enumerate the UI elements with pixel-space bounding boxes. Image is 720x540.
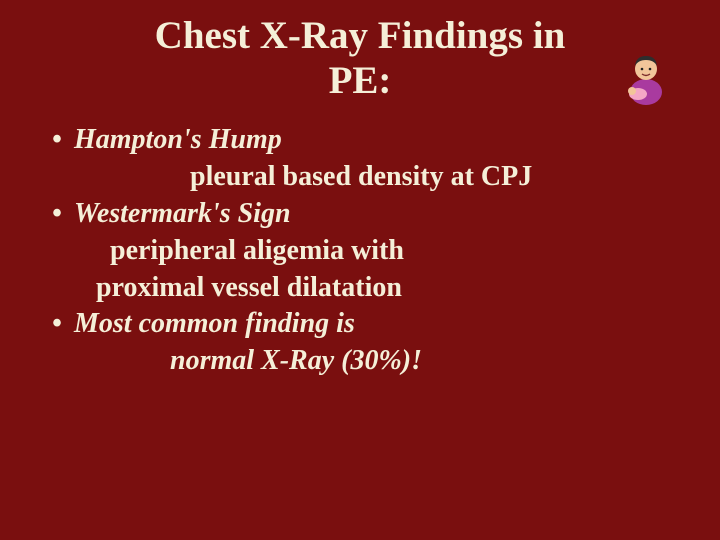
slide: Chest X-Ray Findings in PE: • Hampton's … — [0, 0, 720, 540]
bullet-2-label: Westermark's Sign — [74, 196, 291, 233]
bullet-3-label: Most common finding is — [74, 306, 355, 343]
bullet-2-sub-line-1: peripheral aligemia with — [40, 233, 680, 270]
mother-baby-icon — [618, 50, 674, 106]
bullet-3: • Most common finding is — [40, 306, 680, 343]
bullet-1: • Hampton's Hump — [40, 122, 680, 159]
bullet-1-sub: pleural based density at CPJ — [40, 159, 680, 196]
bullet-2: • Westermark's Sign — [40, 196, 680, 233]
bullet-dot: • — [40, 306, 74, 343]
title-line-2: PE: — [329, 59, 392, 102]
slide-title: Chest X-Ray Findings in PE: — [40, 14, 680, 104]
slide-body: • Hampton's Hump pleural based density a… — [40, 122, 680, 381]
bullet-dot: • — [40, 122, 74, 159]
bullet-dot: • — [40, 196, 74, 233]
bullet-3-sub: normal X-Ray (30%)! — [40, 343, 680, 380]
bullet-2-sub-line-2: proximal vessel dilatation — [40, 270, 680, 307]
bullet-1-label: Hampton's Hump — [74, 122, 282, 159]
title-line-1: Chest X-Ray Findings in — [155, 14, 566, 57]
